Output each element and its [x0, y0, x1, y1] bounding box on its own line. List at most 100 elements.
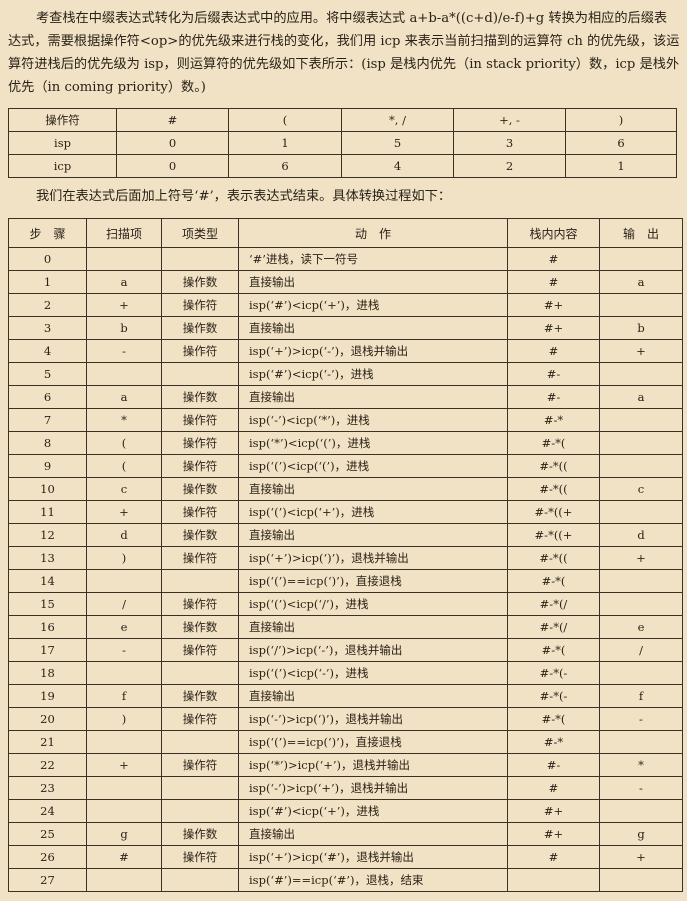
action-cell: isp(‘-’)>icp(‘)’)，退栈并输出 [238, 707, 508, 731]
table-row: 14 isp(‘(’)==icp(‘)’)，直接退栈 #-*( [8, 569, 683, 593]
stack-content-cell: #+ [507, 822, 600, 846]
priority-cell: ( [228, 108, 342, 132]
step-number-cell: 16 [8, 615, 87, 639]
scan-item-cell: g [86, 822, 162, 846]
output-cell: c [599, 477, 683, 501]
header-scan: 扫描项 [86, 218, 162, 248]
output-cell: g [599, 822, 683, 846]
item-type-cell [161, 362, 239, 386]
output-cell: b [599, 316, 683, 340]
priority-cell: 1 [228, 131, 342, 155]
scan-item-cell: - [86, 638, 162, 662]
step-number-cell: 11 [8, 500, 87, 524]
stack-content-cell: #-*((+ [507, 500, 600, 524]
stack-content-cell: #+ [507, 293, 600, 317]
header-output: 输 出 [599, 218, 683, 248]
scan-item-cell [86, 247, 162, 271]
header-stack: 栈内内容 [507, 218, 600, 248]
output-cell: - [599, 707, 683, 731]
table-row: 13) 操作符 isp(‘+’)>icp(‘)’)，退栈并输出 #-*((+ [8, 546, 683, 570]
stack-content-cell [507, 868, 600, 892]
output-cell [599, 247, 683, 271]
table-row: 2 + 操作符 isp(‘#’)<icp(‘+’)，进栈 #+ [8, 293, 683, 317]
step-number-cell: 10 [8, 477, 87, 501]
stack-content-cell: #-*((+ [507, 523, 600, 547]
priority-row-isp: isp 0 1 5 3 6 [8, 131, 677, 155]
stack-content-cell: #-*( [507, 431, 600, 455]
priority-cell: 2 [453, 154, 566, 178]
output-cell: / [599, 638, 683, 662]
table-row: 12 d 操作数 直接输出 #-*((+ d [8, 523, 683, 547]
table-row: 10 c 操作数 直接输出 #-*((c [8, 477, 683, 501]
action-cell: isp(‘(’)<icp(‘+’)，进栈 [238, 500, 508, 524]
scan-item-cell [86, 776, 162, 800]
table-row: 5 isp(‘#’)<icp(‘-’)，进栈 #- [8, 362, 683, 386]
action-cell: isp(‘+’)>icp(‘-’)，退栈并输出 [238, 339, 508, 363]
scan-item-cell: f [86, 684, 162, 708]
steps-table: 步 骤 扫描项 项类型 动 作 栈内内容 输 出 0 ‘#’进栈，读下一符号 #1 a… [8, 218, 683, 892]
action-cell: isp(‘#’)<icp(‘-’)，进栈 [238, 362, 508, 386]
scan-item-cell [86, 569, 162, 593]
item-type-cell: 操作数 [161, 822, 239, 846]
step-number-cell: 6 [8, 385, 87, 409]
item-type-cell: 操作符 [161, 454, 239, 478]
stack-content-cell: #-*(- [507, 661, 600, 685]
stack-content-cell: #-*( [507, 569, 600, 593]
output-cell: + [599, 546, 683, 570]
priority-cell: 0 [116, 131, 229, 155]
output-cell [599, 454, 683, 478]
steps-header-row: 步 骤 扫描项 项类型 动 作 栈内内容 输 出 [8, 218, 683, 248]
action-cell: isp(‘*’)<icp(‘(’)，进栈 [238, 431, 508, 455]
table-row: 7 * 操作符 isp(‘-’)<icp(‘*’)，进栈 #-* [8, 408, 683, 432]
item-type-cell: 操作数 [161, 477, 239, 501]
item-type-cell [161, 799, 239, 823]
priority-cell: +, - [453, 108, 566, 132]
action-cell: isp(‘(’)==icp(‘)’)，直接退栈 [238, 569, 508, 593]
stack-content-cell: #-* [507, 730, 600, 754]
table-row: 19 f 操作数 直接输出 #-*(- f [8, 684, 683, 708]
action-cell: 直接输出 [238, 270, 508, 294]
item-type-cell: 操作数 [161, 523, 239, 547]
item-type-cell [161, 247, 239, 271]
step-number-cell: 23 [8, 776, 87, 800]
item-type-cell: 操作符 [161, 431, 239, 455]
stack-content-cell: #+ [507, 799, 600, 823]
output-cell [599, 569, 683, 593]
action-cell: isp(‘(’)==icp(‘)’)，直接退栈 [238, 730, 508, 754]
table-row: 22 + 操作符 isp(‘*’)>icp(‘+’)，退栈并输出 #- * [8, 753, 683, 777]
scan-item-cell: + [86, 753, 162, 777]
priority-cell: 6 [565, 131, 677, 155]
priority-cell: ) [565, 108, 677, 132]
step-number-cell: 15 [8, 592, 87, 616]
second-paragraph: 我们在表达式后面加上符号‘#’，表示表达式结束。具体转换过程如下： [36, 189, 452, 204]
scan-item-cell: e [86, 615, 162, 639]
table-row: 27 isp(‘#’)==icp(‘#’)，退栈，结束 [8, 868, 683, 892]
table-row: 1 a 操作数 直接输出 # a [8, 270, 683, 294]
step-number-cell: 12 [8, 523, 87, 547]
stack-content-cell: #-*(- [507, 684, 600, 708]
item-type-cell: 操作数 [161, 684, 239, 708]
step-number-cell: 27 [8, 868, 87, 892]
scan-item-cell: a [86, 385, 162, 409]
scan-item-cell: a [86, 270, 162, 294]
table-row: 0 ‘#’进栈，读下一符号 # [8, 247, 683, 271]
step-number-cell: 22 [8, 753, 87, 777]
step-number-cell: 2 [8, 293, 87, 317]
output-cell [599, 661, 683, 685]
header-action: 动 作 [238, 218, 508, 248]
table-row: 4- 操作符 isp(‘+’)>icp(‘-’)，退栈并输出 # + [8, 339, 683, 363]
output-cell [599, 408, 683, 432]
scan-item-cell: ) [86, 546, 162, 570]
scan-item-cell: ( [86, 454, 162, 478]
action-cell: isp(‘*’)>icp(‘+’)，退栈并输出 [238, 753, 508, 777]
step-number-cell: 9 [8, 454, 87, 478]
priority-cell: 操作符 [8, 108, 117, 132]
step-number-cell: 8 [8, 431, 87, 455]
action-cell: isp(‘#’)<icp(‘+’)，进栈 [238, 799, 508, 823]
priority-cell: *, / [341, 108, 454, 132]
output-cell [599, 868, 683, 892]
output-cell [599, 362, 683, 386]
scan-item-cell [86, 362, 162, 386]
action-cell: 直接输出 [238, 615, 508, 639]
